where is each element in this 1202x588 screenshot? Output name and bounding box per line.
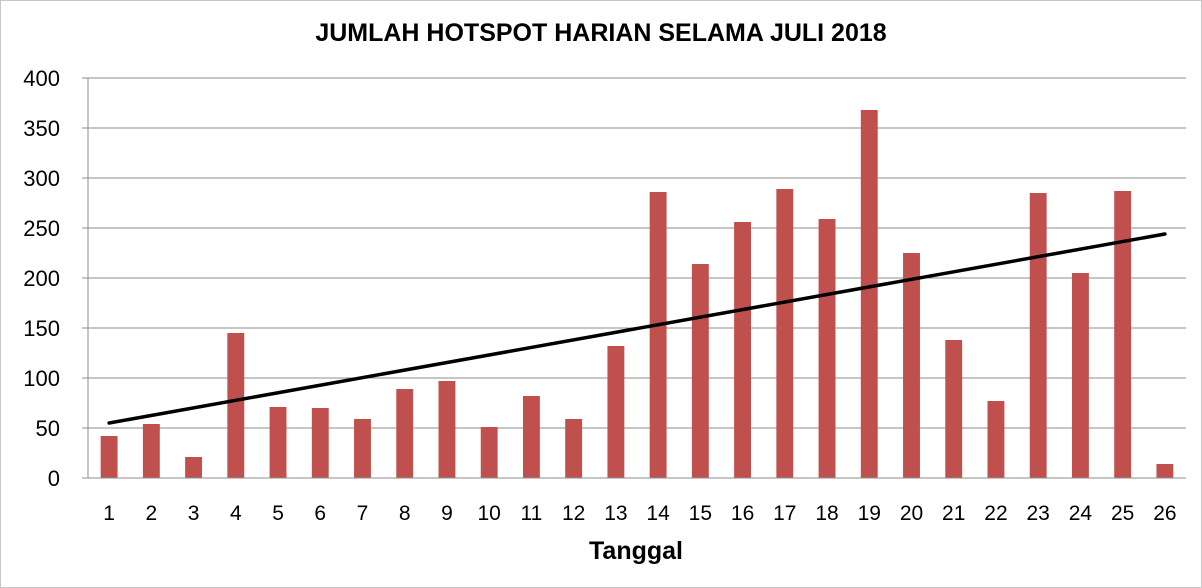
bar-12 — [565, 419, 583, 478]
bar-21 — [945, 340, 963, 478]
y-axis-ticks: 0 50 100 150 200 250 300 350 400 — [23, 66, 88, 491]
bar-11 — [522, 396, 540, 478]
x-tick-label-7: 7 — [357, 502, 369, 525]
bars — [100, 110, 1174, 478]
y-tick-label-0: 0 — [48, 466, 60, 491]
y-tick-label-400: 400 — [23, 66, 60, 91]
x-tick-label-5: 5 — [272, 502, 284, 525]
x-tick-label-13: 13 — [604, 502, 627, 525]
x-tick-label-1: 1 — [103, 502, 115, 525]
x-axis-ticks: 1 2 3 4 5 6 7 8 9 10 11 12 13 14 15 16 17 18 19 20 21 22 23 24 2… — [103, 502, 1176, 525]
y-tick-label-100: 100 — [23, 366, 60, 391]
y-tick-label-150: 150 — [23, 316, 60, 341]
x-tick-label-18: 18 — [815, 502, 838, 525]
bar-8 — [396, 389, 414, 478]
trendline — [107, 232, 1167, 425]
bar-23 — [1029, 193, 1047, 478]
trendline-group — [107, 232, 1167, 425]
y-tick-label-200: 200 — [23, 266, 60, 291]
x-tick-label-20: 20 — [900, 502, 923, 525]
x-tick-label-2: 2 — [146, 502, 158, 525]
bar-16 — [734, 222, 752, 478]
bar-9 — [438, 381, 456, 478]
x-tick-label-25: 25 — [1111, 502, 1134, 525]
x-tick-label-17: 17 — [773, 502, 796, 525]
chart-title: JUMLAH HOTSPOT HARIAN SELAMA JULI 2018 — [315, 19, 886, 47]
bar-17 — [776, 189, 794, 478]
gridlines — [88, 77, 1186, 429]
x-tick-label-6: 6 — [314, 502, 326, 525]
x-tick-label-24: 24 — [1069, 502, 1093, 525]
bar-19 — [860, 110, 878, 478]
bar-5 — [269, 407, 287, 478]
x-tick-label-11: 11 — [521, 502, 543, 525]
bar-20 — [903, 253, 920, 478]
bar-3 — [185, 457, 203, 478]
x-axis-label: Tanggal — [589, 537, 683, 565]
x-tick-label-9: 9 — [441, 502, 453, 525]
x-tick-label-23: 23 — [1027, 502, 1050, 525]
bar-25 — [1114, 191, 1132, 478]
x-tick-label-12: 12 — [562, 502, 585, 525]
x-tick-label-22: 22 — [984, 502, 1007, 525]
x-tick-label-21: 21 — [942, 502, 965, 525]
bar-13 — [607, 346, 625, 478]
y-tick-label-250: 250 — [23, 216, 60, 241]
x-tick-label-3: 3 — [188, 502, 200, 525]
bar-14 — [649, 192, 667, 478]
x-tick-label-19: 19 — [858, 502, 881, 525]
x-tick-label-14: 14 — [646, 502, 670, 525]
bar-2 — [142, 424, 160, 478]
x-tick-label-26: 26 — [1153, 502, 1176, 525]
x-tick-label-8: 8 — [399, 502, 411, 525]
bar-18 — [818, 219, 836, 478]
x-tick-label-4: 4 — [230, 502, 242, 525]
y-tick-label-350: 350 — [23, 116, 60, 141]
bar-26 — [1156, 464, 1174, 478]
x-tick-label-16: 16 — [731, 502, 754, 525]
bar-10 — [480, 427, 498, 478]
x-tick-label-10: 10 — [478, 502, 501, 525]
bar-22 — [987, 401, 1005, 478]
bar-24 — [1071, 273, 1089, 478]
bar-15 — [691, 264, 709, 478]
bar-4 — [227, 333, 245, 478]
y-tick-label-50: 50 — [36, 416, 60, 441]
x-tick-label-15: 15 — [689, 502, 712, 525]
bar-1 — [100, 436, 118, 478]
bar-7 — [354, 419, 371, 478]
y-tick-label-300: 300 — [23, 166, 60, 191]
bar-6 — [311, 408, 329, 478]
